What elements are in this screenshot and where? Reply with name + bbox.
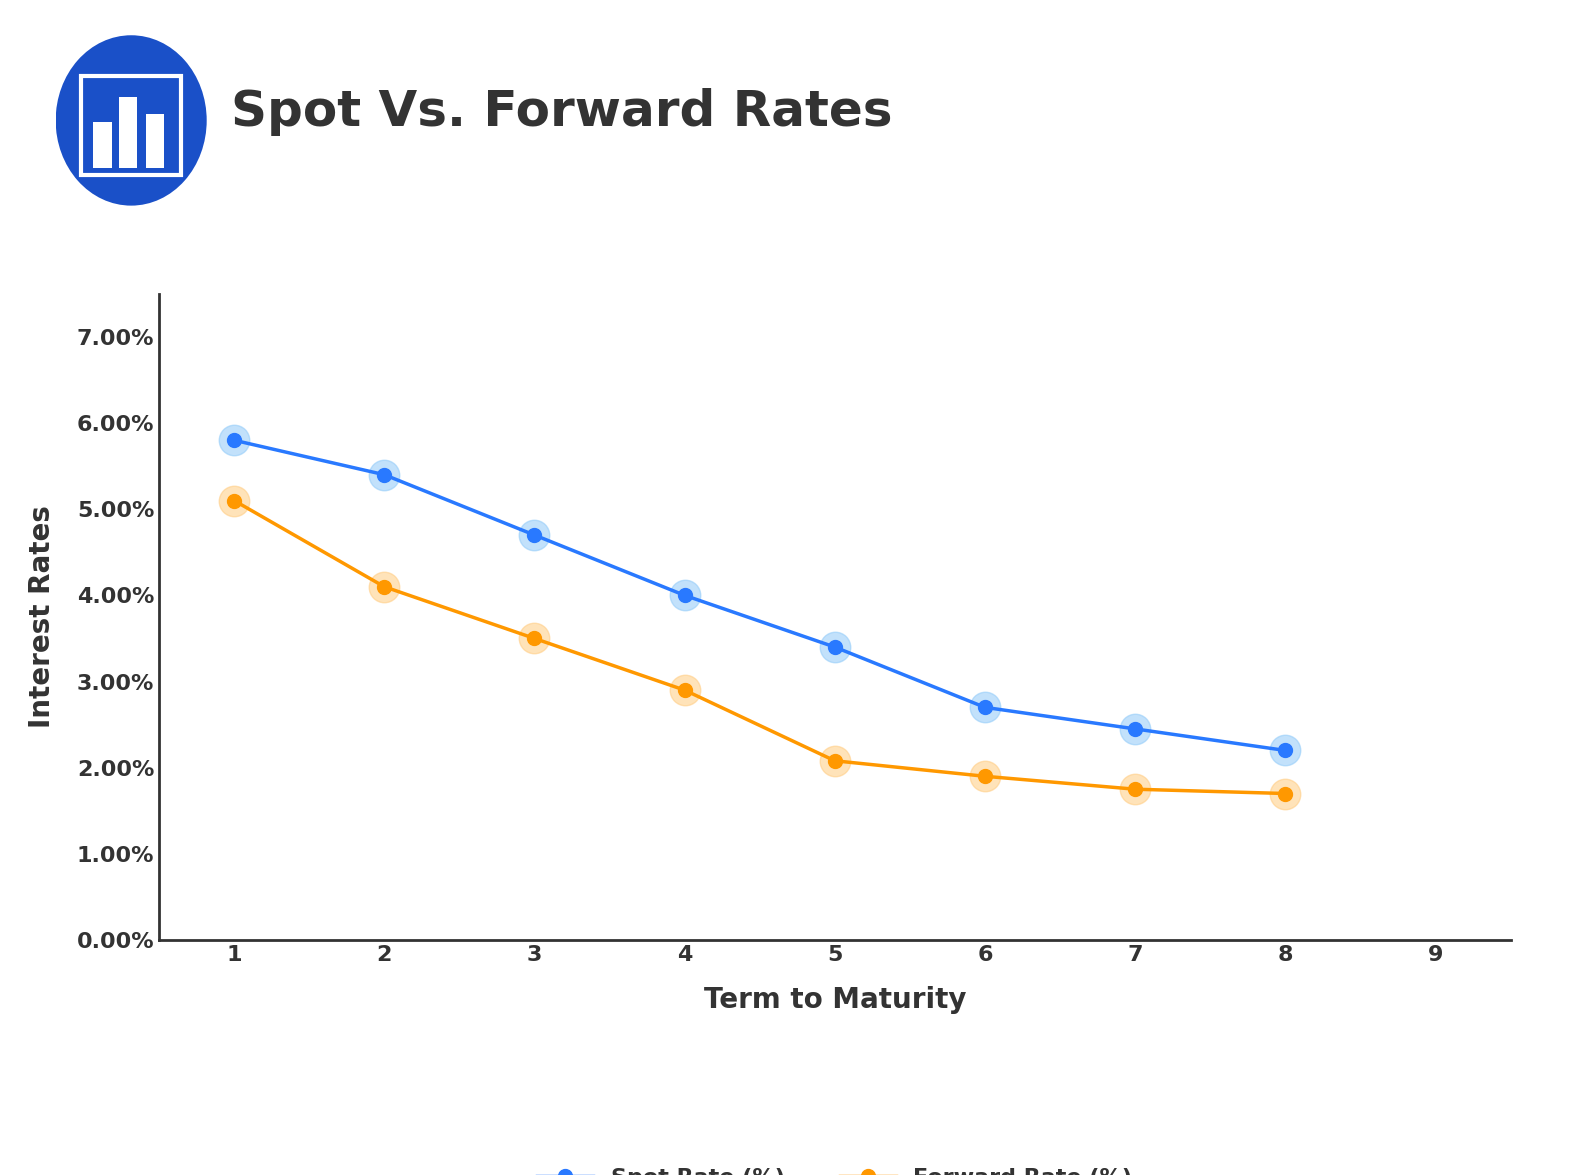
Bar [81,76,181,175]
Y-axis label: Interest Rates: Interest Rates [27,505,56,728]
Legend: Spot Rate (%), Forward Rate (%): Spot Rate (%), Forward Rate (%) [528,1157,1142,1175]
Bar [94,122,111,168]
Text: Spot Vs. Forward Rates: Spot Vs. Forward Rates [231,88,892,135]
Bar [119,96,137,168]
Bar [146,114,164,168]
X-axis label: Term to Maturity: Term to Maturity [703,986,967,1014]
Ellipse shape [56,35,207,206]
